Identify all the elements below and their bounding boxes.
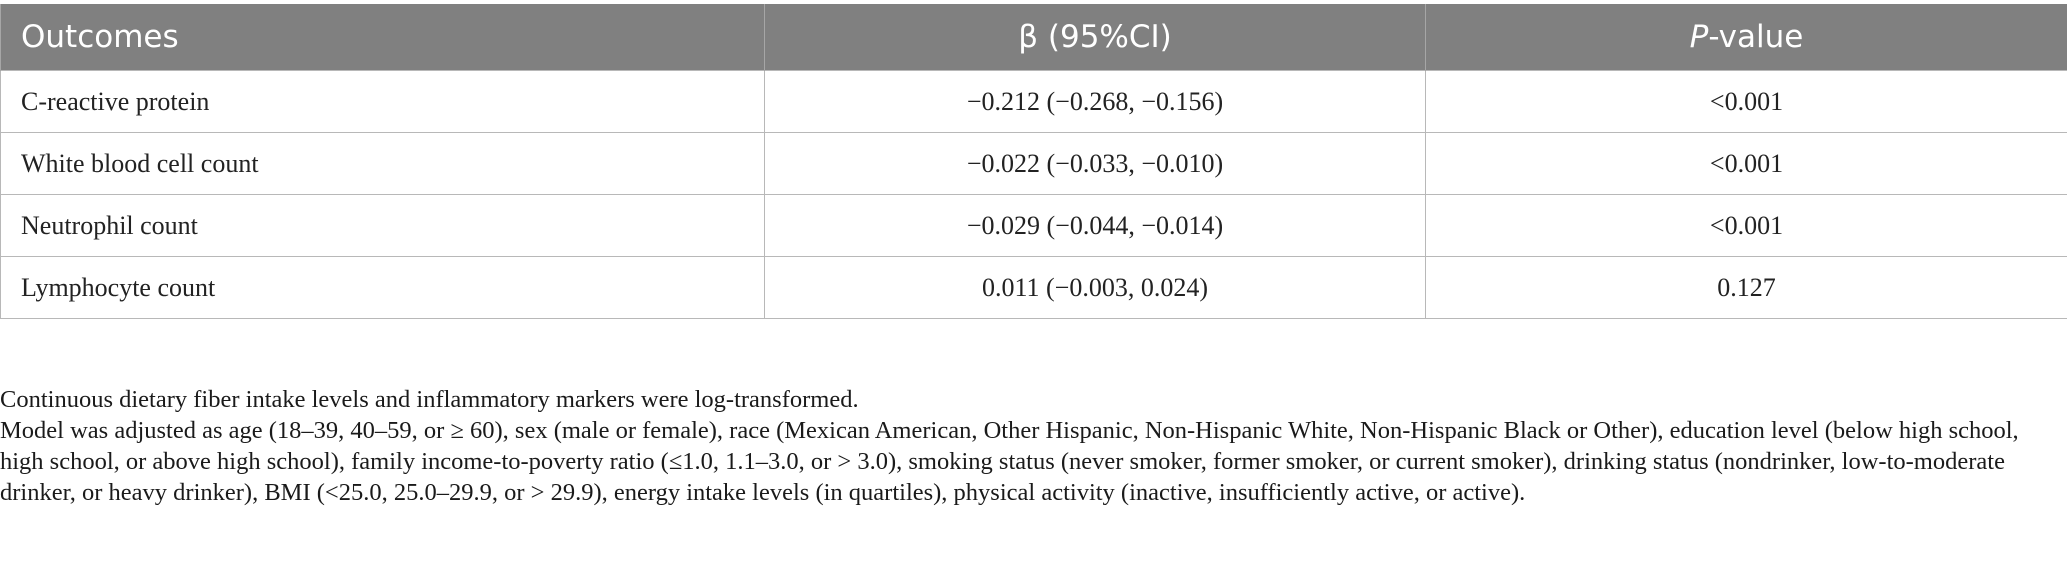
cell-outcome: Lymphocyte count [0, 256, 765, 319]
table-row: C-reactive protein −0.212 (−0.268, −0.15… [0, 70, 2067, 133]
header-p-suffix: -value [1708, 19, 1804, 55]
footnote-model-adjustment: Model was adjusted as age (18–39, 40–59,… [0, 417, 2019, 506]
header-beta-ci: β (95%CI) [764, 4, 1426, 71]
results-table: Outcomes β (95%CI) P-value C-reactive pr… [0, 4, 2067, 319]
table-row: White blood cell count −0.022 (−0.033, −… [0, 132, 2067, 195]
cell-p: <0.001 [1425, 132, 2067, 195]
header-p-italic: P [1689, 19, 1709, 55]
cell-beta: −0.029 (−0.044, −0.014) [764, 194, 1426, 257]
table-header: Outcomes β (95%CI) P-value [0, 4, 2067, 71]
table-body: C-reactive protein −0.212 (−0.268, −0.15… [0, 70, 2067, 319]
header-outcomes: Outcomes [0, 4, 765, 71]
cell-outcome: C-reactive protein [0, 70, 765, 133]
cell-beta: 0.011 (−0.003, 0.024) [764, 256, 1426, 319]
cell-p: <0.001 [1425, 70, 2067, 133]
table-row: Lymphocyte count 0.011 (−0.003, 0.024) 0… [0, 256, 2067, 319]
cell-outcome: Neutrophil count [0, 194, 765, 257]
cell-outcome: White blood cell count [0, 132, 765, 195]
table-footnotes: Continuous dietary fiber intake levels a… [0, 384, 2060, 508]
table-row: Neutrophil count −0.029 (−0.044, −0.014)… [0, 194, 2067, 257]
cell-beta: −0.022 (−0.033, −0.010) [764, 132, 1426, 195]
footnote-log-transform: Continuous dietary fiber intake levels a… [0, 386, 859, 413]
results-table-container: Outcomes β (95%CI) P-value C-reactive pr… [0, 4, 2067, 319]
header-p-value: P-value [1425, 4, 2067, 71]
cell-p: <0.001 [1425, 194, 2067, 257]
header-row: Outcomes β (95%CI) P-value [0, 4, 2067, 71]
cell-beta: −0.212 (−0.268, −0.156) [764, 70, 1426, 133]
cell-p: 0.127 [1425, 256, 2067, 319]
